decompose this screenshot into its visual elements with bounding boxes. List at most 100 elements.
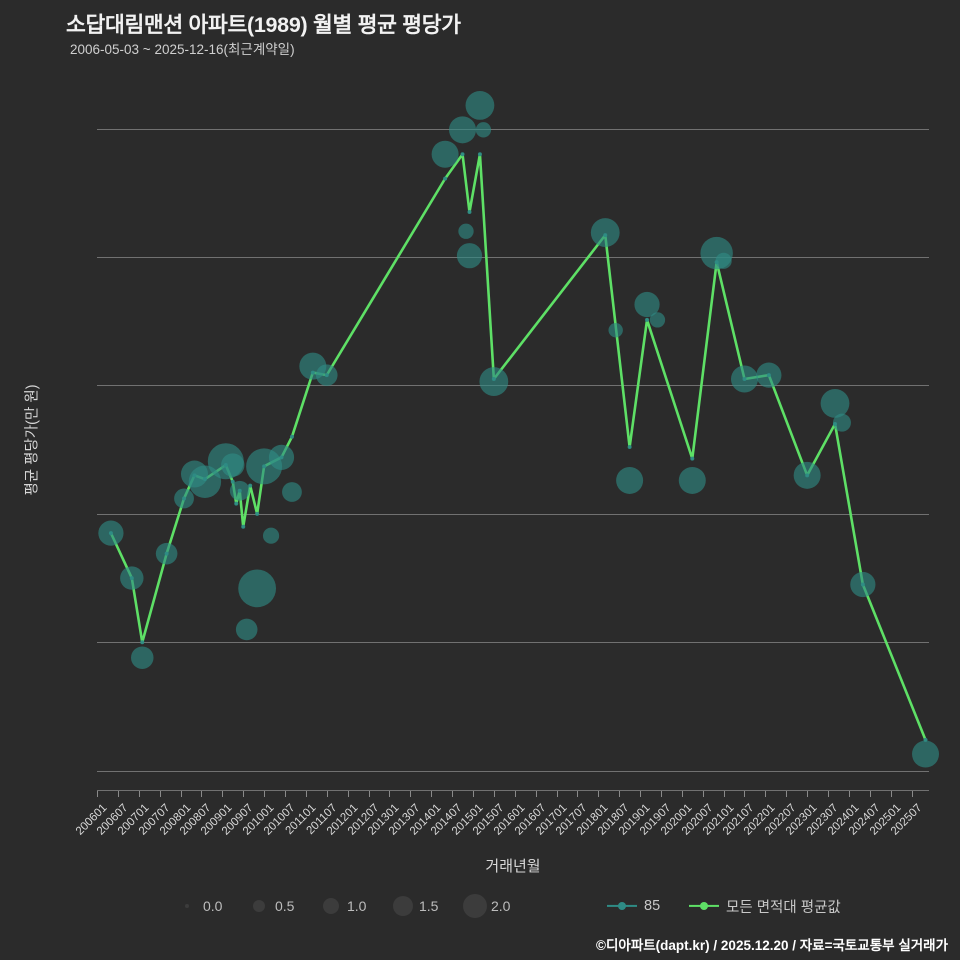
series-legend-marker (607, 901, 637, 911)
x-tick-202507 (911, 791, 913, 797)
x-tick-200607 (117, 791, 119, 797)
x-tick-202101 (723, 791, 725, 797)
bubble-point[interactable] (475, 122, 492, 138)
bubble-point[interactable] (479, 367, 509, 396)
x-tick-201907 (660, 791, 662, 797)
size-legend-bubble (253, 900, 265, 912)
average-line-marker (234, 501, 239, 506)
bubble-point[interactable] (465, 91, 495, 120)
series-plot (98, 91, 940, 768)
x-tick-201707 (577, 791, 579, 797)
bubble-point[interactable] (268, 444, 295, 470)
x-tick-200907 (243, 791, 245, 797)
bubble-point[interactable] (590, 218, 620, 247)
bubble-point[interactable] (456, 243, 483, 269)
bubble-point[interactable] (731, 365, 758, 393)
bubble-point[interactable] (174, 488, 194, 509)
x-tick-202301 (807, 791, 809, 797)
x-tick-200807 (201, 791, 203, 797)
bubble-point[interactable] (221, 453, 245, 477)
bubble-point[interactable] (820, 388, 850, 418)
average-line-marker (230, 479, 235, 484)
bubble-point[interactable] (715, 252, 732, 269)
x-tick-201001 (264, 791, 266, 797)
bubble-point[interactable] (315, 364, 338, 386)
average-line-marker (248, 483, 253, 488)
bubble-point[interactable] (229, 480, 250, 501)
bubble-point[interactable] (756, 362, 782, 388)
bubble-point[interactable] (678, 466, 706, 494)
x-tick-201101 (305, 791, 307, 797)
page-subtitle: 2006-05-03 ~ 2025-12-16(최근계약일) (70, 42, 295, 57)
x-tick-200801 (180, 791, 182, 797)
average-line-marker (467, 210, 472, 215)
bubble-point[interactable] (98, 520, 124, 546)
x-tick-201701 (556, 791, 558, 797)
size-legend-label: 0.5 (275, 898, 295, 914)
x-tick-201401 (431, 791, 433, 797)
x-tick-200601 (97, 791, 98, 797)
average-line-marker (690, 456, 695, 461)
size-legend-bubble (185, 904, 189, 908)
average-line-marker (477, 152, 482, 157)
series-legend-dot (618, 902, 626, 910)
x-tick-200701 (138, 791, 140, 797)
bubble-point[interactable] (912, 740, 940, 768)
bubble-point[interactable] (793, 461, 821, 489)
series-legend-marker (689, 901, 719, 911)
x-tick-201407 (452, 791, 454, 797)
bubble-point[interactable] (431, 140, 459, 168)
bubble-point[interactable] (238, 569, 277, 608)
size-legend-bubble (393, 896, 413, 916)
average-line-marker (289, 434, 294, 439)
average-line-marker (241, 524, 246, 529)
series-legend-dot (700, 902, 708, 910)
series-legend-item[interactable]: 모든 면적대 평균값 (689, 890, 841, 922)
series-legend-item[interactable]: 85 (607, 890, 660, 922)
x-tick-200707 (159, 791, 161, 797)
x-tick-201107 (326, 791, 328, 797)
bubble-point[interactable] (608, 322, 623, 338)
bubble-point[interactable] (282, 482, 302, 502)
x-tick-201501 (472, 791, 474, 797)
x-axis-title: 거래년월 (485, 858, 541, 875)
bubble-point[interactable] (131, 646, 154, 669)
gridline-200 (97, 770, 929, 772)
bubble-point[interactable] (850, 571, 876, 598)
x-tick-202307 (828, 791, 830, 797)
bubble-point[interactable] (832, 413, 851, 432)
size-legend-label: 1.5 (419, 898, 439, 914)
average-line-marker (460, 152, 465, 157)
x-tick-202207 (786, 791, 788, 797)
x-tick-200901 (222, 791, 224, 797)
size-legend-bubble (463, 894, 487, 918)
gridline-500 (97, 385, 929, 387)
bubble-point[interactable] (235, 618, 258, 641)
bubble-point[interactable] (262, 527, 280, 544)
x-tick-201801 (598, 791, 600, 797)
gridline-300 (97, 642, 929, 644)
average-line-marker (627, 445, 632, 450)
average-line-marker (140, 640, 145, 645)
size-legend-label: 2.0 (491, 898, 511, 914)
series-legend-label: 모든 면적대 평균값 (726, 899, 841, 916)
x-tick-202407 (869, 791, 871, 797)
bubble-point[interactable] (120, 566, 144, 590)
x-tick-202001 (681, 791, 683, 797)
bubble-point[interactable] (616, 466, 644, 494)
x-tick-202107 (744, 791, 746, 797)
bubble-point[interactable] (155, 542, 178, 565)
x-tick-201507 (493, 791, 495, 797)
series-legend-label: 85 (644, 898, 661, 914)
bubble-point[interactable] (449, 116, 477, 144)
gridline-400 (97, 513, 929, 515)
average-line-marker (443, 176, 448, 181)
gridline-600 (97, 256, 929, 258)
bubble-point[interactable] (634, 291, 660, 318)
x-tick-201807 (619, 791, 621, 797)
bubble-point[interactable] (649, 312, 666, 328)
x-tick-201601 (514, 791, 516, 797)
bubble-point[interactable] (458, 223, 474, 239)
x-axis-line (97, 790, 929, 791)
page-title: 소답대림맨션 아파트(1989) 월별 평균 평당가 (66, 13, 461, 37)
